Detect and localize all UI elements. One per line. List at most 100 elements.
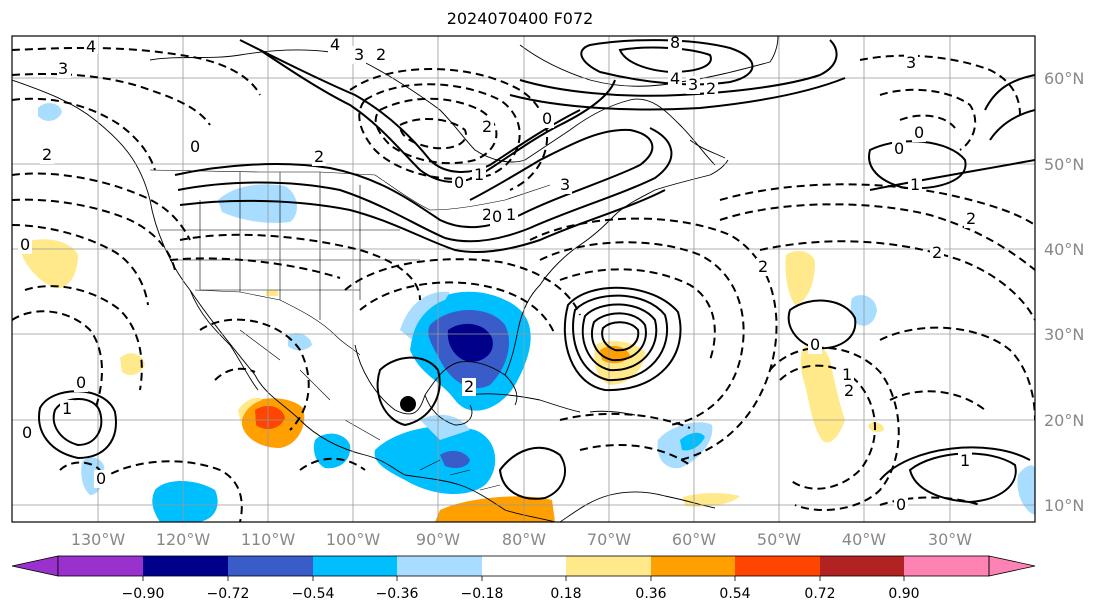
- contour-east-atlantic-3: [984, 74, 1035, 111]
- border-us-canada: [149, 169, 551, 211]
- contour-neg-tropical-4: [889, 390, 986, 411]
- contour-label: 2: [376, 45, 386, 64]
- contour-neg-pacific-south-2: [59, 461, 101, 471]
- contour-neg-east-2: [879, 88, 977, 151]
- contour-southeast-1: [908, 452, 1017, 504]
- colorbar-tick-label: −0.72: [207, 586, 250, 602]
- contour-neg-gulf-1: [359, 281, 556, 336]
- contour-pacific-west-1: [52, 398, 103, 447]
- contour-neg-plains-1: [179, 233, 421, 301]
- lon-label: 120°W: [156, 530, 211, 549]
- shade-negative-atlantic-se: [1017, 465, 1035, 515]
- contour-caribbean-solid: [498, 446, 566, 500]
- shade-negative-mexico-north: [288, 333, 312, 351]
- contour-atlantic-low-4: [572, 294, 668, 382]
- contour-label: 0: [22, 423, 32, 442]
- contour-neg-tropical-3: [879, 326, 1035, 421]
- colorbar-tick-label: −0.90: [122, 586, 165, 602]
- contour-neg-gulf-2: [344, 258, 581, 316]
- border-state-lines-2: [160, 229, 420, 291]
- shade-negative-yucatan: [420, 414, 470, 440]
- colorbar-segment: [143, 556, 228, 576]
- contour-jet-4: [259, 49, 616, 183]
- contour-greenland-low-2: [618, 46, 712, 74]
- coastline-hudson-bay: [359, 59, 571, 163]
- coastline-central-america: [404, 474, 556, 522]
- storm-center-marker: [400, 396, 416, 412]
- colorbar-tick-label: 0.18: [550, 586, 581, 602]
- contour-label: 0: [914, 123, 924, 142]
- shade-negative-central-america: [374, 426, 496, 495]
- contour-label: 0: [20, 235, 30, 254]
- contour-label: 0: [96, 469, 106, 488]
- coastline-cuba: [469, 393, 581, 413]
- contour-label: 8: [670, 33, 680, 52]
- shade-positive-mid-plains: [266, 290, 278, 296]
- contour-label: 3: [906, 53, 916, 72]
- contour-neg-tropical-1: [779, 364, 876, 490]
- shade-positive-mexico-pacific-core: [255, 406, 285, 430]
- coastline-south-america: [559, 491, 716, 522]
- shade-negative-caribbean-core: [680, 432, 705, 451]
- contours-positive: [38, 39, 1035, 504]
- map-title: 2024070400 F072: [446, 9, 594, 28]
- lon-label: 50°W: [757, 530, 801, 549]
- colorbar-segment: [651, 556, 735, 576]
- border-mexico-states: [239, 329, 381, 441]
- shade-positive-venezuela-coast: [683, 493, 740, 507]
- lat-label: 20°N: [1044, 411, 1084, 430]
- contour-label: 1: [910, 175, 920, 194]
- contour-atlantic-low-5: [563, 286, 682, 392]
- contour-neg-hudson-4: [349, 68, 549, 191]
- contour-label: 0: [542, 109, 552, 128]
- coastline-newfoundland: [689, 139, 726, 159]
- lon-label: 40°W: [842, 530, 886, 549]
- coastline-baja: [189, 289, 259, 391]
- contour-neg-west-2: [12, 198, 176, 271]
- contour-label: 0: [190, 137, 200, 156]
- colorbar-segment: [397, 556, 482, 576]
- contour-neg-north-pacific-1: [12, 46, 261, 96]
- map-frame: [11, 35, 1036, 523]
- contour-label: 2: [314, 147, 324, 166]
- contour-neg-mexico-2: [214, 367, 256, 381]
- lon-label: 30°W: [928, 530, 972, 549]
- contour-neg-hudson-1: [374, 97, 498, 165]
- contour-central-atlantic-1: [787, 299, 857, 350]
- contour-label: 3: [688, 75, 698, 94]
- lat-label: 50°N: [1044, 155, 1084, 174]
- map-plot-area: 4 3 8 4 3 2 4 3 2 0 2 0 0 1: [12, 33, 1035, 522]
- colorbar-segment: [313, 556, 397, 576]
- contour-label: 3: [58, 59, 68, 78]
- contour-gulf-ring: [376, 356, 441, 427]
- contour-label: 1: [474, 165, 484, 184]
- contour-neg-plains-2: [169, 257, 341, 279]
- contour-neg-hudson-2: [358, 83, 521, 180]
- colorbar: −0.90 −0.72 −0.54 −0.36 −0.18 0.18 0.36 …: [11, 555, 1036, 602]
- contour-neg-east-3: [899, 114, 956, 129]
- contour-label: 2: [758, 257, 768, 276]
- contour-label: 4: [86, 37, 96, 56]
- contour-label: 0: [896, 495, 906, 514]
- contour-labels: 4 3 8 4 3 2 4 3 2 0 2 0 0 1: [18, 33, 978, 514]
- contour-label: 4: [670, 69, 680, 88]
- shade-positive-east-pacific: [120, 353, 145, 376]
- contour-southeast-2: [879, 446, 1031, 481]
- contour-label: 1: [960, 451, 970, 470]
- contour-pacific-west-2: [38, 390, 117, 460]
- contour-neg-west-5: [12, 310, 103, 411]
- contour-neg-east-1: [859, 54, 1021, 116]
- shade-positive-pacific-west: [22, 239, 78, 289]
- shade-negative-alaska: [38, 103, 62, 121]
- lat-label: 10°N: [1044, 496, 1084, 515]
- lon-label: 80°W: [502, 530, 546, 549]
- contour-label: 3: [354, 45, 364, 64]
- contour-label: 4: [330, 35, 340, 54]
- lat-label: 60°N: [1044, 69, 1084, 88]
- border-state-lines-1: [199, 172, 361, 320]
- contour-neg-mexico-1: [199, 318, 310, 431]
- contour-neg-atlantic-3: [559, 268, 716, 361]
- colorbar-segment: [228, 556, 313, 576]
- colorbar-tick-label: 0.72: [804, 586, 835, 602]
